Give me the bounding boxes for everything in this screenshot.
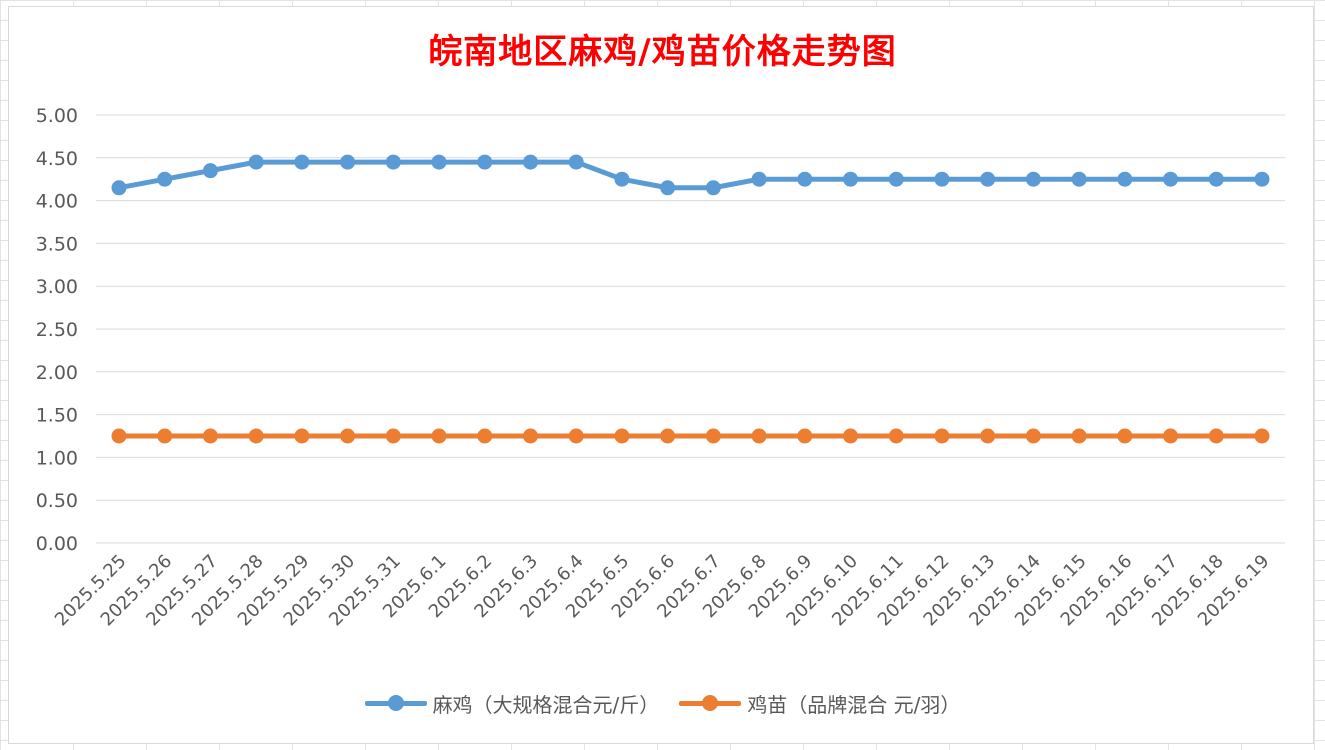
data-point-series-1[interactable]	[202, 163, 218, 179]
data-point-series-2[interactable]	[660, 428, 676, 444]
data-point-series-1[interactable]	[614, 171, 630, 187]
data-point-series-1[interactable]	[1025, 171, 1041, 187]
data-point-series-2[interactable]	[477, 428, 493, 444]
data-point-series-2[interactable]	[1163, 428, 1179, 444]
data-point-series-1[interactable]	[660, 180, 676, 196]
legend-item-series-1[interactable]: 麻鸡（大规格混合元/斤）	[364, 688, 660, 718]
data-point-series-2[interactable]	[614, 428, 630, 444]
y-tick-label: 3.50	[36, 233, 78, 255]
data-point-series-2[interactable]	[522, 428, 538, 444]
data-point-series-1[interactable]	[888, 171, 904, 187]
data-point-series-1[interactable]	[934, 171, 950, 187]
data-point-series-2[interactable]	[1208, 428, 1224, 444]
legend: 麻鸡（大规格混合元/斤） 鸡苗（品牌混合 元/羽）	[0, 688, 1325, 718]
data-point-series-2[interactable]	[980, 428, 996, 444]
data-point-series-1[interactable]	[477, 154, 493, 170]
data-point-series-1[interactable]	[522, 154, 538, 170]
data-point-series-1[interactable]	[1208, 171, 1224, 187]
data-point-series-1[interactable]	[843, 171, 859, 187]
data-point-series-2[interactable]	[1254, 428, 1270, 444]
y-tick-label: 1.00	[36, 447, 78, 469]
data-point-series-2[interactable]	[797, 428, 813, 444]
data-point-series-1[interactable]	[1117, 171, 1133, 187]
data-point-series-2[interactable]	[385, 428, 401, 444]
data-point-series-1[interactable]	[340, 154, 356, 170]
legend-label-series-2: 鸡苗（品牌混合 元/羽）	[747, 692, 961, 717]
data-point-series-1[interactable]	[1071, 171, 1087, 187]
y-tick-label: 4.50	[36, 148, 78, 170]
data-point-series-2[interactable]	[1117, 428, 1133, 444]
data-point-series-1[interactable]	[157, 171, 173, 187]
legend-swatch-series-1	[364, 688, 427, 718]
y-tick-label: 5.00	[36, 105, 78, 127]
data-point-series-1[interactable]	[111, 180, 127, 196]
data-point-series-1[interactable]	[568, 154, 584, 170]
data-point-series-1[interactable]	[980, 171, 996, 187]
data-point-series-2[interactable]	[431, 428, 447, 444]
y-tick-label: 2.00	[36, 362, 78, 384]
y-tick-label: 1.50	[36, 405, 78, 427]
data-point-series-2[interactable]	[568, 428, 584, 444]
y-tick-label: 4.00	[36, 191, 78, 213]
chart-area[interactable]	[8, 6, 1314, 744]
data-point-series-2[interactable]	[340, 428, 356, 444]
data-point-series-2[interactable]	[157, 428, 173, 444]
data-point-series-1[interactable]	[751, 171, 767, 187]
data-point-series-2[interactable]	[248, 428, 264, 444]
legend-item-series-2[interactable]: 鸡苗（品牌混合 元/羽）	[679, 688, 960, 718]
data-point-series-2[interactable]	[202, 428, 218, 444]
data-point-series-2[interactable]	[111, 428, 127, 444]
data-point-series-2[interactable]	[1071, 428, 1087, 444]
data-point-series-1[interactable]	[705, 180, 721, 196]
data-point-series-2[interactable]	[294, 428, 310, 444]
data-point-series-1[interactable]	[1254, 171, 1270, 187]
data-point-series-2[interactable]	[934, 428, 950, 444]
data-point-series-2[interactable]	[888, 428, 904, 444]
data-point-series-1[interactable]	[385, 154, 401, 170]
chart-title: 皖南地区麻鸡/鸡苗价格走势图	[428, 32, 897, 72]
data-point-series-1[interactable]	[1163, 171, 1179, 187]
data-point-series-2[interactable]	[751, 428, 767, 444]
y-tick-label: 3.00	[36, 276, 78, 298]
data-point-series-2[interactable]	[705, 428, 721, 444]
data-point-series-2[interactable]	[1025, 428, 1041, 444]
data-point-series-2[interactable]	[843, 428, 859, 444]
legend-label-series-1: 麻鸡（大规格混合元/斤）	[432, 692, 660, 717]
data-point-series-1[interactable]	[797, 171, 813, 187]
data-point-series-1[interactable]	[431, 154, 447, 170]
legend-swatch-series-2	[679, 688, 742, 718]
series-line-1	[116, 159, 1265, 191]
y-tick-label: 0.00	[36, 533, 78, 555]
data-point-series-1[interactable]	[248, 154, 264, 170]
y-tick-label: 0.50	[36, 490, 78, 512]
y-tick-label: 2.50	[36, 319, 78, 341]
data-point-series-1[interactable]	[294, 154, 310, 170]
